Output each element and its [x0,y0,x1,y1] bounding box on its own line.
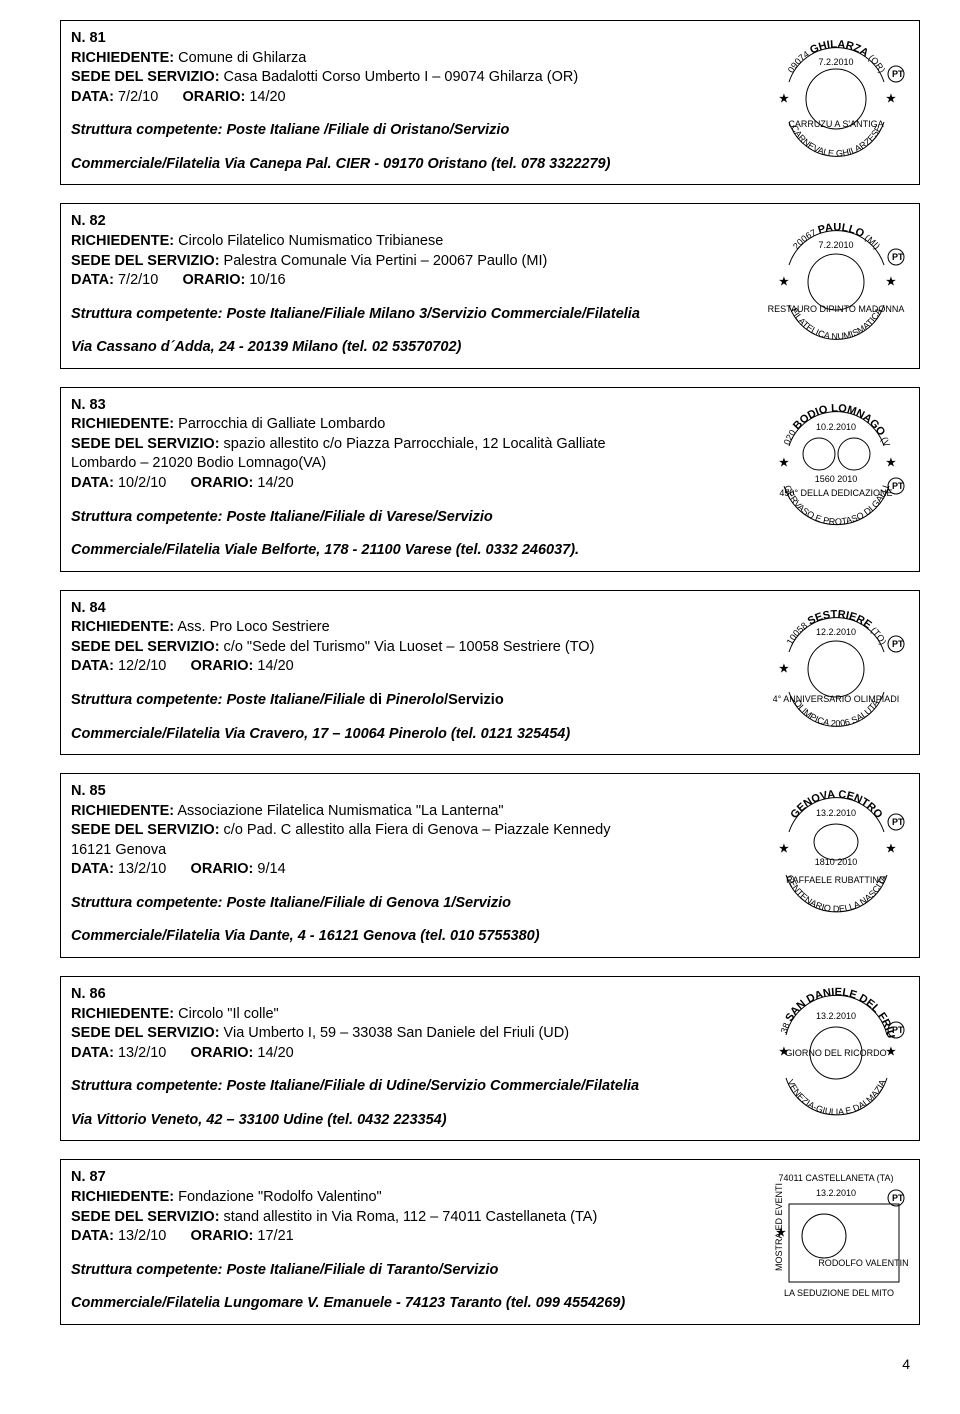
sede-line: SEDE DEL SERVIZIO: Via Umberto I, 59 – 3… [71,1024,749,1044]
svg-text:★: ★ [886,93,896,105]
sede-line: SEDE DEL SERVIZIO: Casa Badalotti Corso … [71,68,749,88]
entry-86: N. 86 RICHIEDENTE: Circolo "Il colle" SE… [60,976,920,1141]
struct-line-1: Struttura competente: Poste Italiane/Fil… [71,894,749,914]
svg-text:★: ★ [779,457,789,469]
entry-number: N. 82 [71,212,749,232]
data-line: DATA: 13/2/10 ORARIO: 14/20 [71,1044,749,1064]
struct-line-2: Commerciale/Filatelia Via Dante, 4 - 161… [71,927,749,947]
svg-text:CARRUZU A S'ANTIGA: CARRUZU A S'ANTIGA [788,119,883,129]
data-line: DATA: 13/2/10 ORARIO: 17/21 [71,1227,749,1247]
postmark-stamp: 33038 SAN DANIELE DEL FRIULI 13.2.2010 ★… [764,983,909,1128]
sede-line-2: Lombardo – 21020 Bodio Lomnago(VA) [71,454,749,474]
data-line: DATA: 7/2/10 ORARIO: 10/16 [71,271,749,291]
sede-line: SEDE DEL SERVIZIO: spazio allestito c/o … [71,435,749,455]
svg-text:10.2.2010: 10.2.2010 [816,422,856,432]
struct-line-1: Struttura competente: Poste Italiane/Fil… [71,1261,749,1281]
svg-text:★: ★ [886,457,896,469]
sede-line: SEDE DEL SERVIZIO: Palestra Comunale Via… [71,252,749,272]
entry-number: N. 87 [71,1168,749,1188]
richiedente-line: RICHIEDENTE: Comune di Ghilarza [71,49,749,69]
svg-text:VENEZIA-GIULIA E DALMAZIA: VENEZIA-GIULIA E DALMAZIA [785,1078,888,1117]
entry-number: N. 84 [71,599,749,619]
svg-text:PT: PT [892,481,904,491]
richiedente-line: RICHIEDENTE: Circolo Filatelico Numismat… [71,232,749,252]
struct-line-2: Via Vittorio Veneto, 42 – 33100 Udine (t… [71,1111,749,1131]
svg-text:★: ★ [779,93,789,105]
postmark-stamp: 21020 BODIO LOMNAGO (VA) 10.2.2010 ★ ★ 15… [764,394,909,539]
entry-85: N. 85 RICHIEDENTE: Associazione Filateli… [60,773,920,958]
struct-line-1: Struttura competente: Poste Italiane/Fil… [71,1077,749,1097]
data-line: DATA: 13/2/10 ORARIO: 9/14 [71,860,749,880]
svg-text:1560 2010: 1560 2010 [815,474,858,484]
entry-83: N. 83 RICHIEDENTE: Parrocchia di Galliat… [60,387,920,572]
svg-text:RESTAURO DIPINTO MADONNA: RESTAURO DIPINTO MADONNA [768,304,905,314]
svg-text:RODOLFO VALENTINO: RODOLFO VALENTINO [818,1258,909,1268]
svg-text:PT: PT [892,817,904,827]
data-line: DATA: 12/2/10 ORARIO: 14/20 [71,657,749,677]
svg-text:PT: PT [892,639,904,649]
page-number: 4 [60,1355,920,1374]
entry-number: N. 85 [71,782,749,802]
data-line: DATA: 10/2/10 ORARIO: 14/20 [71,474,749,494]
svg-text:LA SEDUZIONE DEL MITO: LA SEDUZIONE DEL MITO [784,1288,894,1298]
sede-line: SEDE DEL SERVIZIO: stand allestito in Vi… [71,1208,749,1228]
svg-text:PT: PT [892,1193,904,1203]
struct-line-2: Via Cassano d´Adda, 24 - 20139 Milano (t… [71,338,749,358]
entry-number: N. 81 [71,29,749,49]
svg-text:7.2.2010: 7.2.2010 [818,57,853,67]
svg-text:MOSTRA ED EVENTI: MOSTRA ED EVENTI [774,1183,784,1271]
struct-line-1: Struttura competente: Poste Italiane /Fi… [71,121,749,141]
svg-text:1810 2010: 1810 2010 [815,857,858,867]
entry-87: N. 87 RICHIEDENTE: Fondazione "Rodolfo V… [60,1159,920,1324]
svg-text:PT: PT [892,1025,904,1035]
svg-text:7.2.2010: 7.2.2010 [818,240,853,250]
postmark-stamp-rect: 74011 CASTELLANETA (TA) 13.2.2010 ★ PT M… [764,1166,909,1311]
svg-text:13.2.2010: 13.2.2010 [816,808,856,818]
richiedente-line: RICHIEDENTE: Ass. Pro Loco Sestriere [71,618,749,638]
svg-text:★: ★ [779,663,789,675]
svg-text:13.2.2010: 13.2.2010 [816,1011,856,1021]
svg-text:★: ★ [886,843,896,855]
entry-82: N. 82 RICHIEDENTE: Circolo Filatelico Nu… [60,203,920,368]
svg-text:74011 CASTELLANETA (TA): 74011 CASTELLANETA (TA) [778,1173,893,1183]
svg-text:12.2.2010: 12.2.2010 [816,627,856,637]
struct-line-2: Commerciale/Filatelia Via Canepa Pal. CI… [71,155,749,175]
struct-line-2: Commerciale/Filatelia Via Cravero, 17 – … [71,725,749,745]
richiedente-line: RICHIEDENTE: Fondazione "Rodolfo Valenti… [71,1188,749,1208]
svg-text:4° ANNIVERSARIO OLIMPIADI: 4° ANNIVERSARIO OLIMPIADI [773,694,900,704]
sede-line: SEDE DEL SERVIZIO: c/o Pad. C allestito … [71,821,749,841]
data-line: DATA: 7/2/10 ORARIO: 14/20 [71,88,749,108]
svg-text:★: ★ [779,843,789,855]
entry-number: N. 83 [71,396,749,416]
struct-line-1: Struttura competente: Poste Italiane/Fil… [71,508,749,528]
richiedente-line: RICHIEDENTE: Parrocchia di Galliate Lomb… [71,415,749,435]
svg-text:PT: PT [892,69,904,79]
struct-line-2: Commerciale/Filatelia Viale Belforte, 17… [71,541,749,561]
sede-line-2: 16121 Genova [71,841,749,861]
postmark-stamp: 09074 GHILARZA (OR) 7.2.2010 ★★ PT CARNE… [764,27,909,172]
richiedente-line: RICHIEDENTE: Circolo "Il colle" [71,1005,749,1025]
svg-text:★: ★ [886,276,896,288]
entry-84: N. 84 RICHIEDENTE: Ass. Pro Loco Sestrie… [60,590,920,755]
struct-line-2: Commerciale/Filatelia Lungomare V. Emanu… [71,1294,749,1314]
svg-text:★: ★ [886,1046,896,1058]
postmark-stamp: 10058 SESTRIERE (TO) 12.2.2010 ★ PT 4° A… [764,597,909,742]
struct-line-1: Struttura competente: Poste Italiane/Fil… [71,305,749,325]
struct-line-1: Struttura competente: Poste Italiane/Fil… [71,691,749,711]
svg-text:★: ★ [779,276,789,288]
svg-text:GIORNO DEL RICORDO: GIORNO DEL RICORDO [785,1048,886,1058]
entry-number: N. 86 [71,985,749,1005]
postmark-stamp: 20067 PAULLO (MI) 7.2.2010 ★★ PT FILATEL… [764,210,909,355]
svg-text:13.2.2010: 13.2.2010 [816,1188,856,1198]
svg-text:PT: PT [892,252,904,262]
richiedente-line: RICHIEDENTE: Associazione Filatelica Num… [71,802,749,822]
sede-line: SEDE DEL SERVIZIO: c/o "Sede del Turismo… [71,638,749,658]
svg-text:RAFFAELE RUBATTINO: RAFFAELE RUBATTINO [786,875,886,885]
entry-81: N. 81 RICHIEDENTE: Comune di Ghilarza SE… [60,20,920,185]
svg-text:21020 BODIO LOMNAGO (VA): 21020 BODIO LOMNAGO (VA) [764,394,892,448]
postmark-stamp: GENOVA CENTRO 13.2.2010 ★★ 1810 2010 PT … [764,780,909,925]
